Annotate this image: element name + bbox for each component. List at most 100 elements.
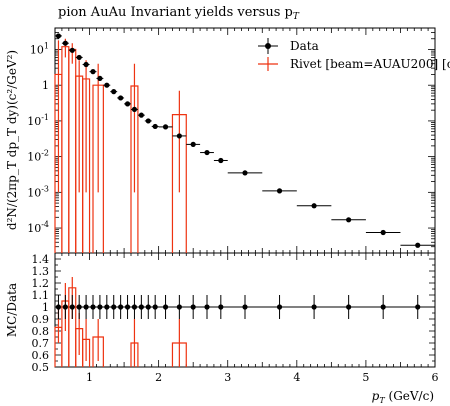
ratio-tick-label: 1.2 — [32, 277, 50, 290]
ratio-data-point — [83, 304, 89, 310]
data-point — [218, 157, 224, 164]
data-point — [69, 47, 75, 53]
y-tick-label: 1 — [42, 79, 49, 92]
ratio-tick-label: 0.8 — [32, 325, 50, 338]
y-tick-label: 10-1 — [27, 113, 49, 128]
ratio-data-point — [76, 304, 82, 310]
data-point — [415, 242, 421, 248]
legend-data-label: Data — [290, 39, 319, 53]
y-tick-label-exp: -1 — [41, 113, 49, 122]
ratio-data-point — [145, 304, 151, 310]
data-point — [380, 229, 386, 236]
ratio-tick-label: 1.1 — [32, 289, 50, 302]
y-tick-label: 10-2 — [27, 149, 49, 164]
ratio-data-point — [380, 304, 386, 310]
ratio-data-point — [242, 304, 248, 310]
mc-bin — [68, 48, 77, 253]
y-tick-label-base: 10 — [27, 115, 41, 128]
chart-title: pion AuAu Invariant yields versus pT — [58, 5, 300, 22]
ratio-data-point — [176, 304, 182, 310]
data-point — [124, 101, 131, 107]
ratio-data-point — [152, 304, 158, 310]
data-series-main — [55, 33, 435, 248]
data-point — [111, 89, 117, 95]
y-tick-label: 10-3 — [27, 184, 49, 199]
mc-bin — [61, 46, 70, 253]
x-axis-label: pT (GeV/c) — [372, 389, 434, 405]
y-tick-label-base: 10 — [27, 222, 41, 235]
ratio-data-point — [62, 304, 68, 310]
x-tick-label: 2 — [155, 371, 162, 384]
mc-histogram-ratio — [54, 277, 187, 367]
y-tick-label: 10-4 — [27, 220, 49, 235]
ratio-data-point — [69, 304, 75, 310]
ratio-tick-label: 1 — [42, 301, 49, 314]
x-tick-label: 1 — [86, 371, 93, 384]
x-tick-label: 5 — [362, 371, 369, 384]
data-point — [311, 203, 317, 209]
legend-mc-label: Rivet [beam=AUAU200] [c — [290, 57, 450, 71]
ratio-data-point — [346, 304, 352, 310]
y-axis-label: d²N/(2πp_T dp_T dy)(c²/GeV²) — [5, 50, 19, 230]
y-tick-label-exp: -4 — [41, 220, 49, 229]
legend: Data Rivet [beam=AUAU200] [c — [258, 38, 450, 71]
y-tick-label-exp: 1 — [44, 41, 49, 50]
data-point — [138, 112, 144, 118]
chart-title-main: pion AuAu Invariant yields versus p — [58, 5, 293, 20]
data-point — [152, 123, 158, 130]
data-point — [55, 33, 62, 39]
x-tick-label: 6 — [432, 371, 439, 384]
ratio-data-point — [138, 304, 144, 310]
data-series-ratio — [55, 295, 421, 319]
data-point — [76, 54, 82, 61]
ratio-data-point — [90, 304, 96, 310]
ratio-data-point — [118, 304, 124, 310]
y-tick-label-base: 10 — [27, 151, 41, 164]
chart-title-sub: T — [293, 12, 300, 22]
y-tick-label-base: 10 — [27, 186, 41, 199]
ratio-tick-label: 0.9 — [32, 313, 50, 326]
data-point — [276, 188, 283, 194]
y-tick-label: 101 — [30, 41, 49, 56]
mc-histogram-main — [54, 38, 187, 253]
ratio-data-point — [124, 304, 131, 310]
data-point — [62, 40, 68, 46]
ratio-tick-label: 1.4 — [32, 253, 50, 266]
data-point — [118, 95, 124, 101]
ratio-data-point — [111, 304, 117, 310]
ratio-data-point — [97, 304, 103, 310]
y-tick-label-base: 10 — [30, 43, 44, 56]
data-point — [204, 149, 210, 156]
data-point — [176, 133, 182, 139]
data-point — [162, 124, 169, 130]
data-point — [90, 69, 96, 75]
y-tick-label-exp: -2 — [41, 149, 49, 158]
data-point — [131, 106, 138, 113]
y-tick-label-exp: -3 — [41, 184, 49, 193]
data-point — [97, 75, 103, 82]
ratio-data-point — [276, 304, 283, 310]
legend-data-marker — [265, 43, 271, 49]
data-point — [242, 170, 248, 176]
x-tick-label: 4 — [293, 371, 300, 384]
data-point — [346, 217, 352, 223]
ratio-data-point — [162, 304, 169, 310]
ratio-tick-label: 1.3 — [32, 265, 50, 278]
ratio-data-point — [131, 304, 138, 310]
data-point — [83, 61, 89, 68]
data-point — [145, 118, 151, 124]
ratio-panel-frame — [54, 252, 436, 368]
ratio-data-point — [218, 304, 224, 310]
ratio-data-point — [190, 304, 196, 310]
ratio-y-axis-label: MC/Data — [5, 283, 19, 337]
ratio-tick-label: 0.7 — [32, 337, 50, 350]
data-point — [104, 82, 110, 88]
ratio-data-point — [415, 304, 421, 310]
x-tick-label: 3 — [224, 371, 231, 384]
ratio-data-point — [104, 304, 110, 310]
data-point — [190, 141, 196, 147]
ratio-tick-label: 0.6 — [32, 349, 50, 362]
ratio-data-point — [204, 304, 210, 310]
